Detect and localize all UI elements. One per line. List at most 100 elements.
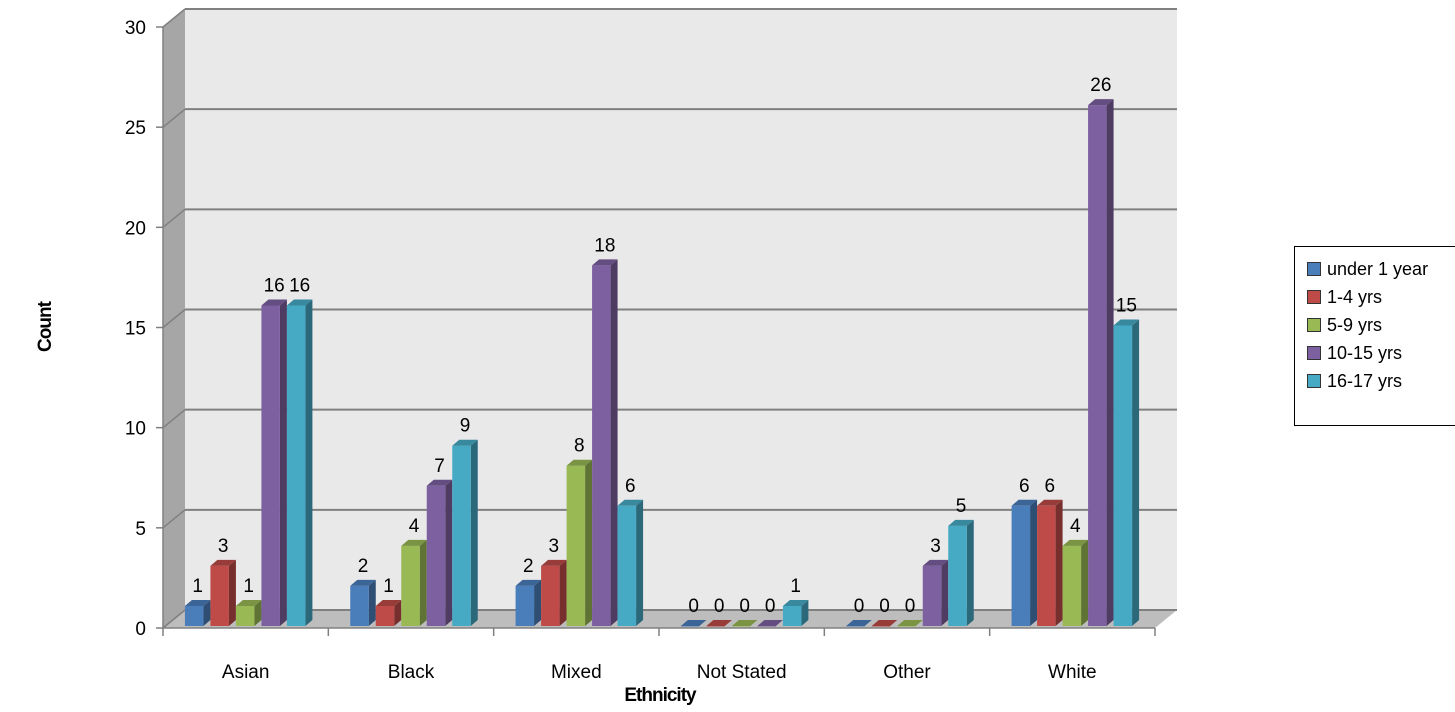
bar-top: [1011, 499, 1038, 506]
legend-label: 16-17 yrs: [1327, 370, 1403, 391]
data-label: 3: [930, 536, 941, 557]
bar: [1113, 319, 1140, 626]
data-label: 1: [192, 576, 203, 597]
x-tick-label: Black: [388, 662, 435, 683]
data-label: 2: [358, 556, 369, 577]
data-label: 1: [383, 576, 394, 597]
bar: [261, 299, 287, 626]
bar: [350, 579, 376, 626]
bar: [897, 620, 923, 627]
y-tick-label: 20: [125, 218, 146, 239]
bar-front: [731, 626, 751, 627]
gridline-diagonal: [162, 609, 186, 629]
bar-side: [1106, 99, 1114, 627]
bar-top: [897, 620, 923, 626]
legend-swatch: [1307, 290, 1321, 304]
bar: [922, 559, 949, 626]
data-label: 8: [574, 436, 585, 457]
bar-top: [1062, 539, 1089, 546]
legend-swatch: [1307, 374, 1321, 388]
bar-front: [210, 565, 229, 626]
bar-top: [426, 479, 453, 486]
y-tick-label: 30: [125, 18, 146, 39]
bar-front: [1062, 545, 1082, 626]
bar-front: [375, 605, 395, 626]
bar: [1037, 499, 1063, 626]
x-tick-label: White: [1048, 662, 1097, 683]
bar-top: [452, 439, 478, 446]
x-tick-label: Other: [883, 662, 931, 683]
bar-top: [1088, 99, 1114, 106]
bar-side: [419, 539, 427, 626]
bar-front: [846, 626, 865, 627]
bar: [731, 620, 758, 627]
data-label: 7: [434, 456, 445, 477]
bar-side: [470, 439, 478, 626]
bar: [426, 479, 453, 626]
bar-front: [948, 525, 967, 626]
bar-front: [922, 565, 942, 626]
bar-side: [1081, 539, 1089, 626]
legend-item: 16-17 yrs: [1295, 367, 1455, 395]
bar: [184, 599, 211, 626]
bar: [452, 439, 478, 626]
bar-front: [401, 545, 420, 626]
bar-top: [731, 620, 758, 626]
data-label: 1: [243, 576, 254, 597]
bar-side: [279, 299, 287, 626]
bar-top: [261, 299, 287, 306]
bar-front: [1113, 325, 1133, 626]
bar-top: [782, 599, 809, 606]
legend-label: 1-4 yrs: [1327, 286, 1383, 307]
bar-front: [426, 485, 446, 626]
bar-top: [515, 579, 542, 586]
data-label: 18: [594, 235, 615, 256]
bar-top: [286, 299, 313, 306]
bar-side: [203, 599, 211, 626]
bar-front: [350, 585, 369, 626]
bar-front: [757, 626, 776, 627]
legend-swatch: [1307, 318, 1321, 332]
bar-side: [610, 259, 618, 626]
bar-front: [617, 505, 637, 626]
gridline-diagonal: [162, 409, 186, 429]
legend-item: 1-4 yrs: [1295, 283, 1455, 311]
data-label: 3: [218, 536, 229, 557]
gridline-diagonal: [162, 8, 186, 28]
data-label: 9: [460, 416, 471, 437]
data-label: 16: [289, 275, 310, 296]
bar-top: [617, 499, 644, 506]
legend-label: 5-9 yrs: [1327, 314, 1383, 335]
bar: [235, 599, 262, 626]
bar-top: [184, 599, 211, 606]
bar: [706, 620, 732, 627]
gridline-diagonal: [162, 308, 186, 329]
bar-front: [782, 605, 802, 626]
bar-side: [585, 459, 593, 626]
x-tick-label: Mixed: [551, 662, 602, 683]
bar-top: [1113, 319, 1140, 326]
data-label: 3: [549, 536, 560, 557]
bar-top: [375, 599, 402, 606]
bar: [680, 620, 707, 627]
bar: [846, 620, 872, 627]
y-tick-label: 10: [125, 419, 146, 440]
bar-front: [1088, 105, 1107, 627]
bar-side: [254, 599, 262, 626]
bar-top: [757, 620, 783, 626]
bar-front: [897, 626, 916, 627]
bar-side: [368, 579, 376, 626]
bar-side: [394, 599, 402, 626]
data-label: 6: [1019, 476, 1030, 497]
bar-front: [706, 626, 725, 627]
data-label: 0: [714, 596, 725, 617]
bar-top: [680, 620, 707, 626]
bar-side: [228, 559, 236, 626]
data-label: 0: [739, 596, 750, 617]
bar-side: [445, 479, 453, 626]
data-label: 15: [1116, 296, 1137, 317]
bar-front: [871, 626, 891, 627]
data-label: 5: [956, 496, 967, 517]
